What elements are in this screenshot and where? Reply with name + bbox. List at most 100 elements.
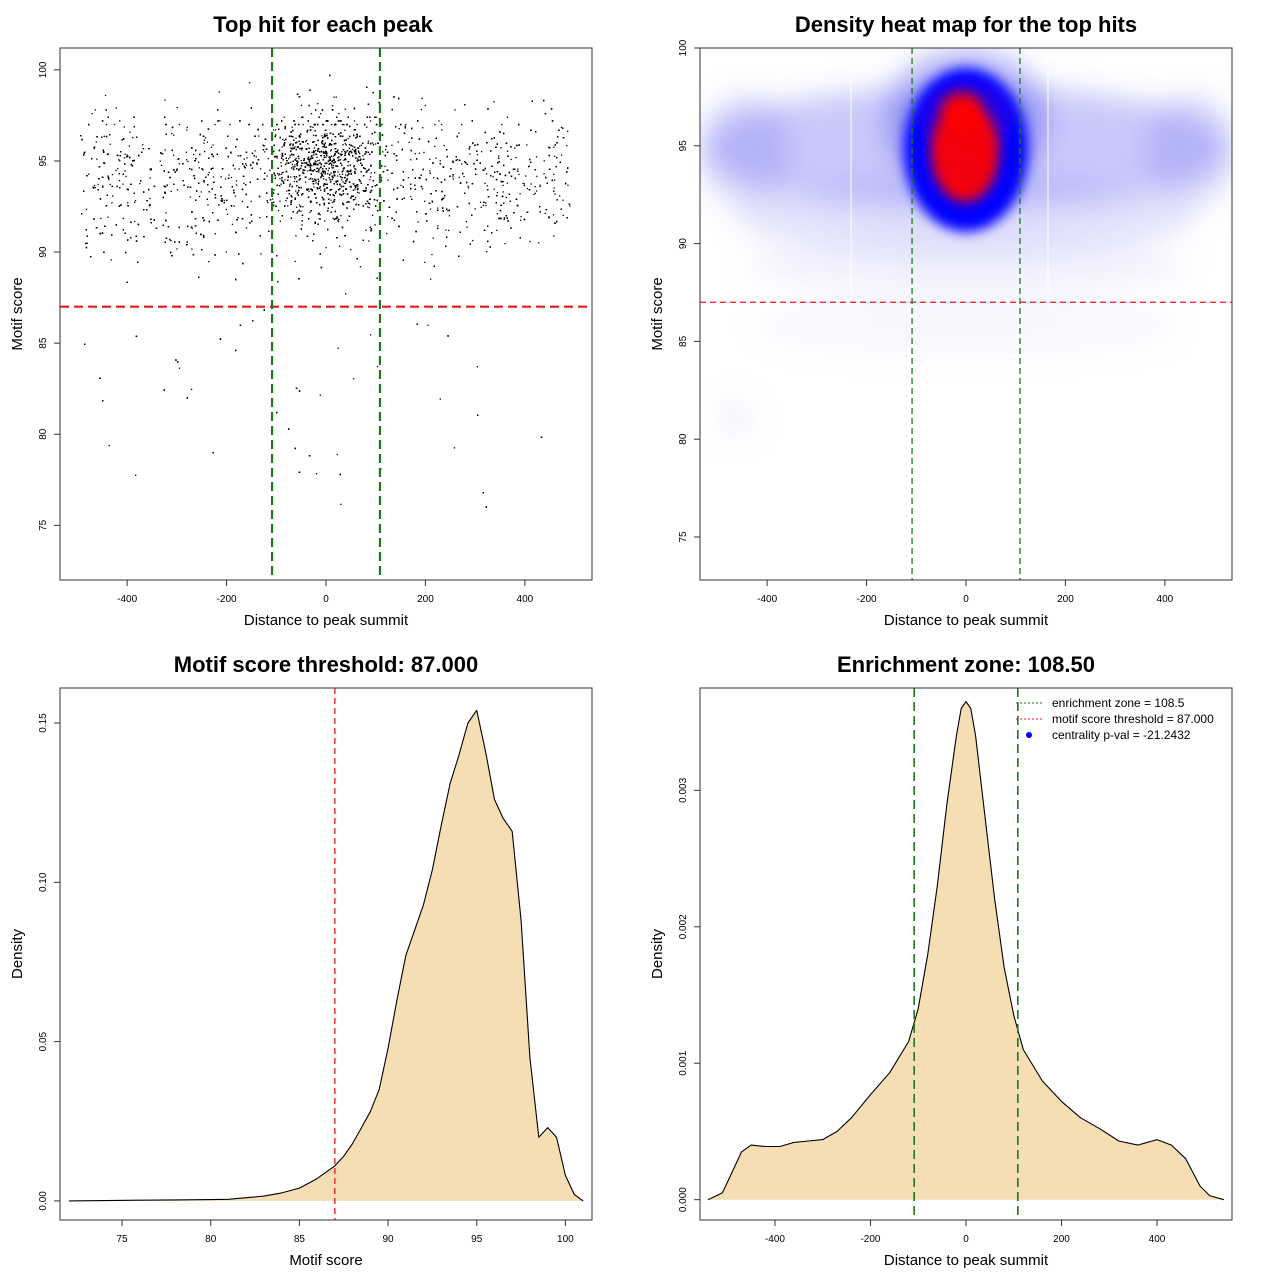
scatter-point [324, 152, 326, 154]
scatter-point [469, 153, 471, 155]
scatter-point [295, 387, 298, 389]
scatter-point [439, 398, 441, 400]
scatter-point [136, 136, 138, 138]
scatter-point [487, 196, 490, 198]
scatter-point [220, 200, 222, 202]
scatter-point [259, 217, 261, 219]
scatter-point [314, 130, 316, 132]
scatter-point [562, 214, 564, 216]
scatter-point [245, 227, 248, 229]
scatter-point [495, 178, 498, 181]
scatter-point [118, 173, 120, 175]
scatter-point [420, 174, 422, 176]
scatter-point [125, 251, 127, 254]
scatter-point [369, 198, 371, 200]
scatter-point [241, 188, 244, 191]
scatter-point [235, 349, 237, 352]
scatter-point [143, 236, 145, 238]
scatter-point [293, 180, 296, 183]
scatter-point [329, 162, 331, 164]
scatter-point [539, 185, 541, 188]
scatter-point [309, 159, 311, 161]
scatter-point [554, 222, 556, 224]
scatter-point [403, 197, 405, 199]
scatter-point [312, 178, 314, 180]
scatter-point [297, 191, 299, 193]
scatter-point [212, 144, 214, 146]
scatter-point [335, 180, 337, 182]
scatter-point [487, 225, 489, 227]
scatter-point [269, 169, 271, 171]
scatter-point [436, 177, 439, 180]
scatter-point [297, 194, 299, 196]
scatter-point [539, 211, 541, 213]
scatter-point [299, 133, 302, 135]
scatter-point [391, 108, 393, 111]
scatter-point [340, 503, 342, 505]
scatter-point [552, 214, 555, 216]
scatter-point [137, 223, 140, 226]
scatter-point [333, 96, 335, 98]
scatter-point [504, 243, 506, 245]
scatter-point [278, 173, 280, 175]
scatter-point [344, 174, 347, 176]
scatter-point [316, 167, 318, 169]
scatter-point [526, 144, 528, 146]
scatter-point [317, 139, 319, 142]
scatter-point [103, 151, 105, 153]
scatter-point [411, 137, 413, 139]
scatter-point [329, 174, 331, 176]
scatter-point [318, 187, 321, 189]
scatter-point [298, 390, 301, 392]
scatter-point [199, 153, 201, 156]
scatter-point [513, 212, 515, 214]
scatter-point [405, 123, 407, 126]
scatter-point [337, 219, 339, 222]
scatter-point [336, 165, 339, 167]
scatter-point [296, 206, 298, 208]
scatter-point [397, 141, 399, 143]
scatter-point [346, 193, 349, 195]
scatter-point [303, 159, 305, 162]
scatter-point [335, 142, 337, 145]
scatter-point [306, 129, 309, 132]
scatter-point [289, 183, 291, 185]
scatter-point [164, 149, 166, 151]
scatter-point [116, 154, 119, 157]
scatter-point [332, 167, 334, 169]
scatter-point [334, 218, 336, 220]
scatter-point [535, 190, 538, 192]
scatter-point [535, 156, 538, 158]
scatter-point [296, 185, 298, 187]
scatter-point [500, 180, 502, 183]
scatter-point [305, 181, 307, 183]
scatter-point [238, 253, 240, 255]
scatter-point [273, 204, 275, 206]
scatter-point [350, 173, 352, 175]
scatter-point [260, 168, 262, 170]
scatter-point [83, 190, 85, 192]
scatter-point [340, 132, 342, 134]
scatter-point [196, 190, 198, 192]
scatter-point [360, 171, 362, 173]
scatter-point [295, 176, 298, 178]
scatter-point [325, 179, 327, 181]
scatter-point [282, 159, 284, 161]
scatter-point [103, 251, 105, 253]
scatter-point [321, 196, 324, 199]
scatter-point [310, 200, 312, 202]
scatter-point [472, 142, 474, 144]
scatter-point [367, 169, 370, 171]
scatter-point [203, 219, 205, 222]
scatter-point [269, 199, 272, 201]
scatter-point [551, 179, 553, 182]
scatter-point [218, 91, 220, 93]
scatter-point [365, 171, 368, 173]
scatter-point [88, 123, 90, 126]
scatter-point [273, 201, 275, 203]
scatter-point [313, 154, 315, 156]
scatter-point [86, 175, 88, 177]
scatter-point [161, 153, 164, 155]
scatter-point [324, 146, 326, 148]
scatter-point [313, 152, 315, 154]
